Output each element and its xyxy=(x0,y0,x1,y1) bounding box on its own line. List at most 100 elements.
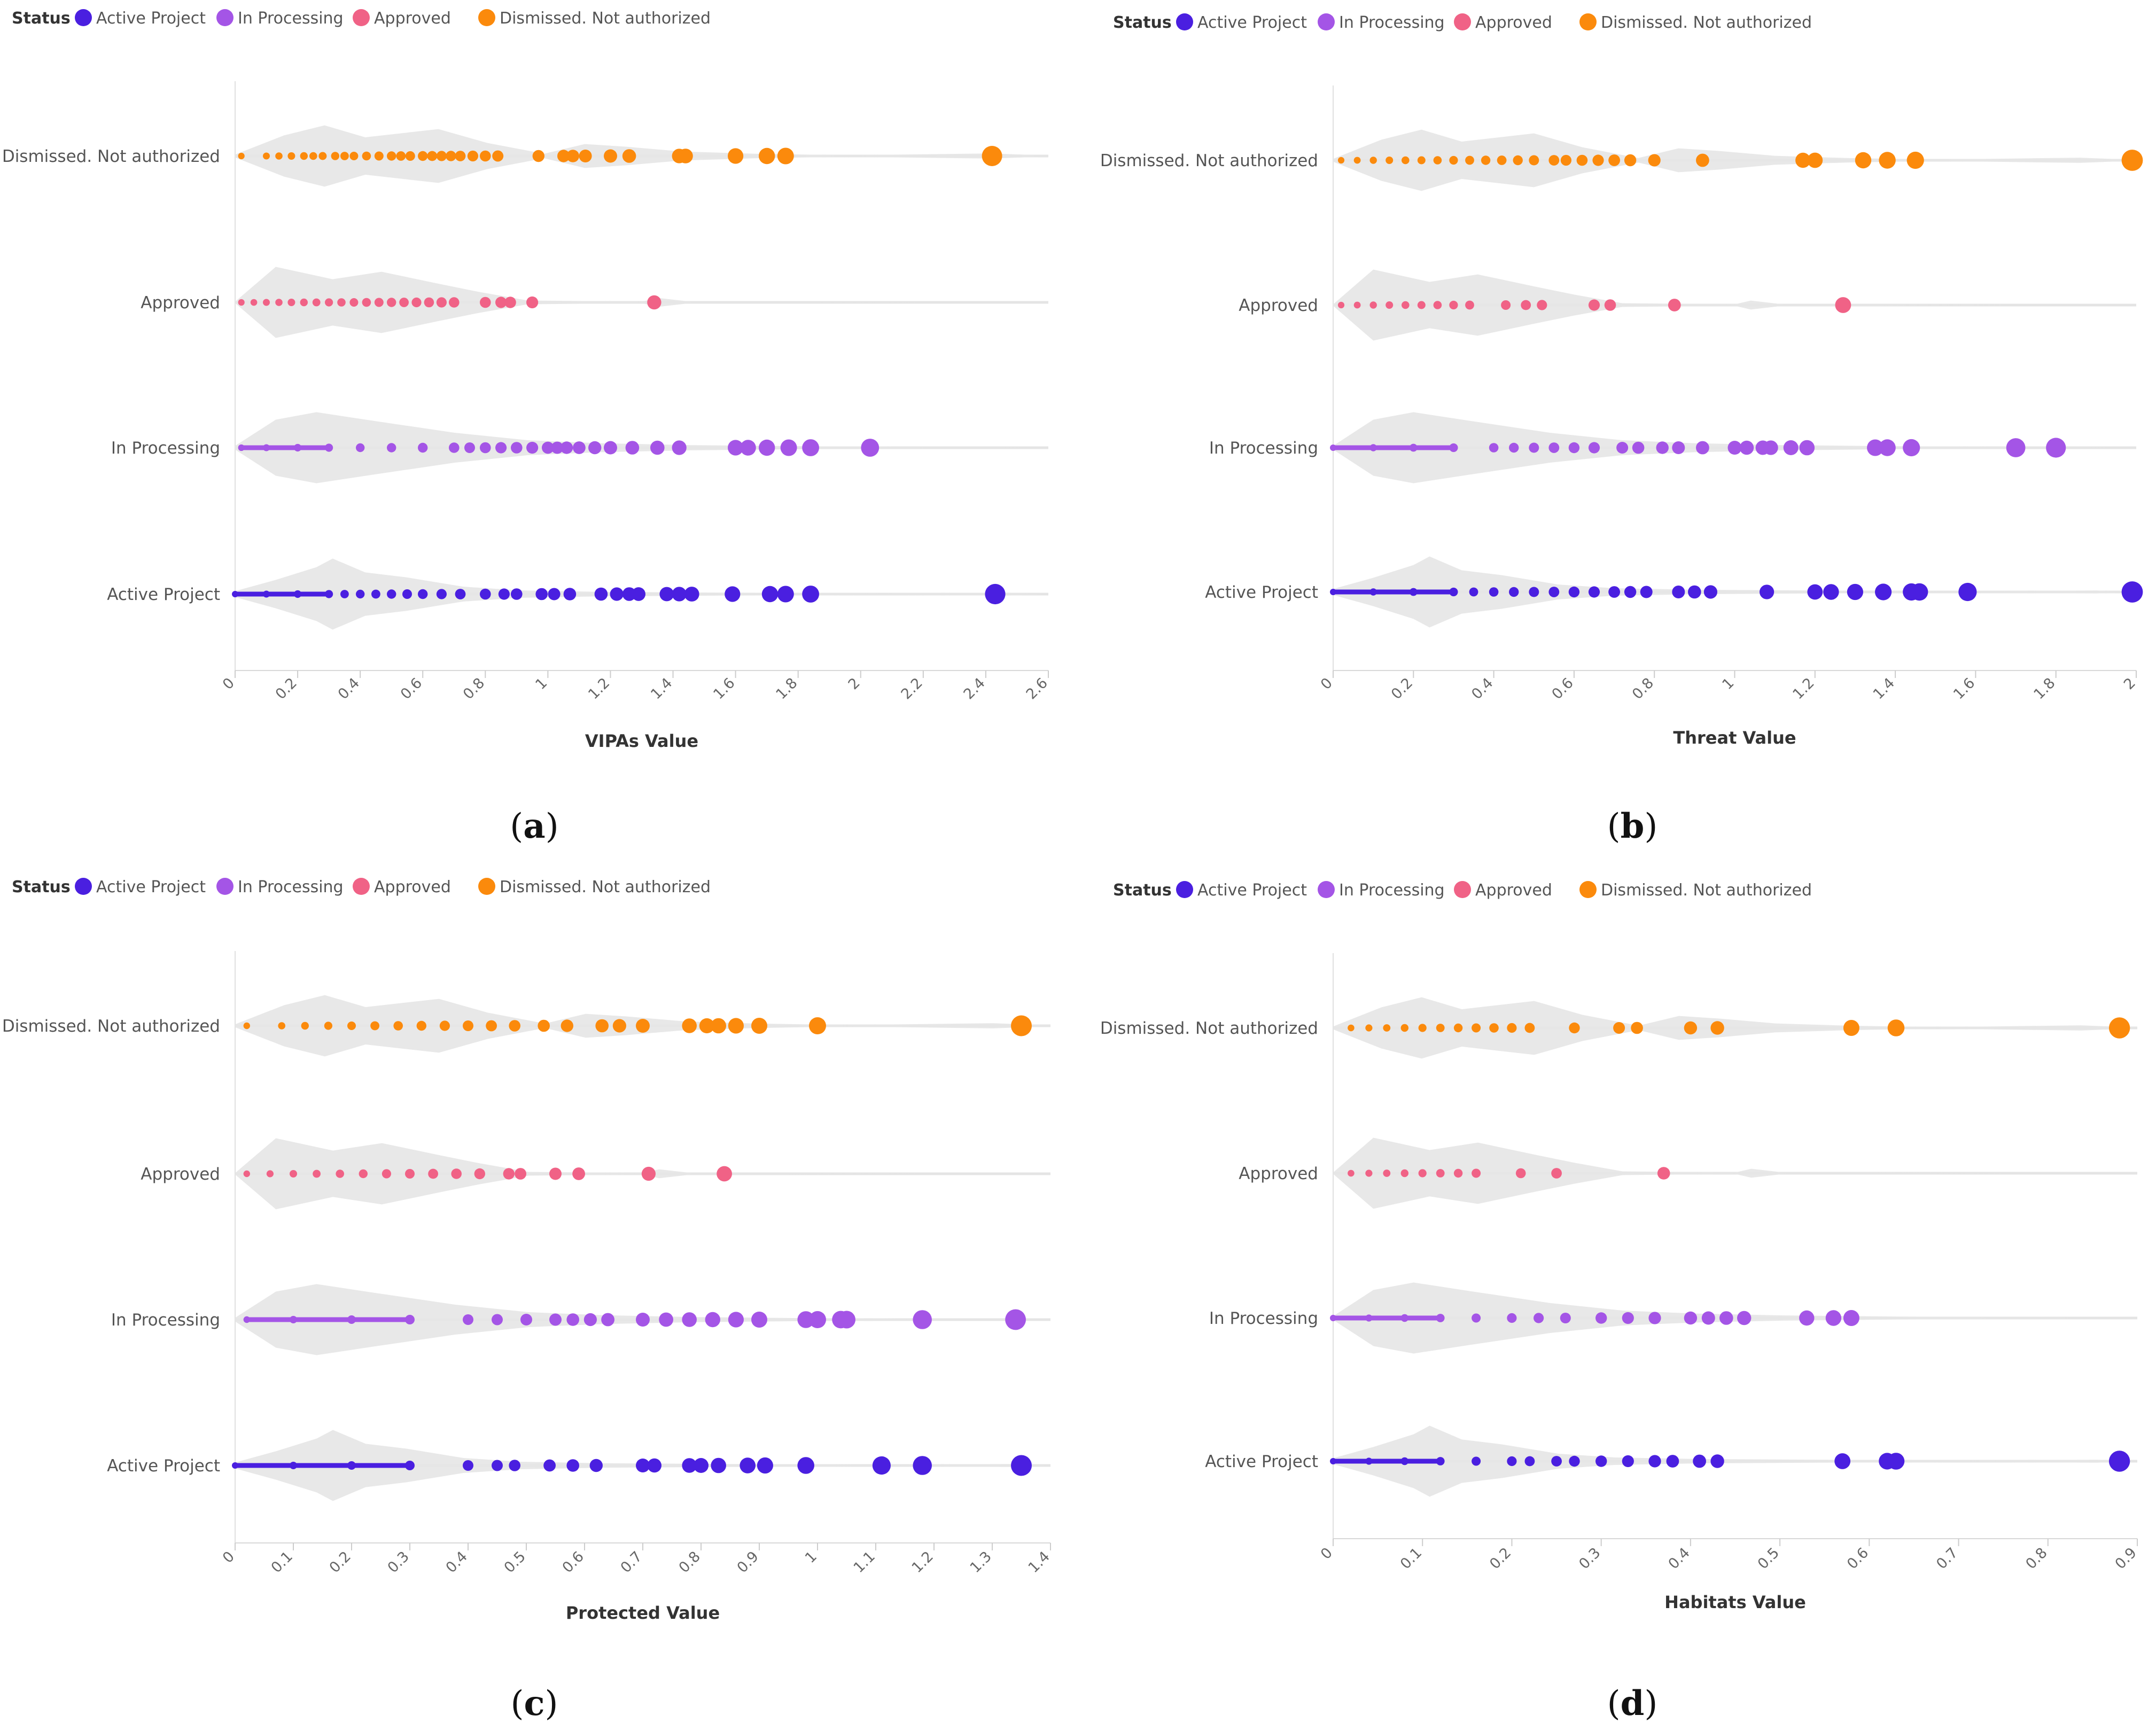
data-point[interactable] xyxy=(594,587,608,601)
data-point[interactable] xyxy=(1672,441,1685,454)
data-point[interactable] xyxy=(480,442,491,454)
data-point[interactable] xyxy=(1509,587,1519,597)
data-point[interactable] xyxy=(636,1313,650,1327)
data-point[interactable] xyxy=(579,150,592,162)
data-point[interactable] xyxy=(759,439,775,456)
data-point[interactable] xyxy=(1684,1021,1698,1035)
data-point[interactable] xyxy=(1348,1169,1355,1177)
data-point[interactable] xyxy=(1353,301,1361,309)
data-point[interactable] xyxy=(740,440,756,456)
data-point[interactable] xyxy=(985,583,1006,605)
data-point[interactable] xyxy=(263,444,270,451)
data-point[interactable] xyxy=(387,443,396,453)
data-point[interactable] xyxy=(1834,1453,1851,1469)
data-point[interactable] xyxy=(1330,589,1336,595)
data-point[interactable] xyxy=(566,1459,579,1472)
data-point[interactable] xyxy=(725,586,741,602)
data-point[interactable] xyxy=(1507,1313,1517,1323)
data-point[interactable] xyxy=(1622,1312,1634,1324)
data-point[interactable] xyxy=(1568,586,1580,598)
data-point[interactable] xyxy=(1417,301,1426,309)
data-point[interactable] xyxy=(1588,586,1600,598)
data-point[interactable] xyxy=(1449,587,1458,597)
data-point[interactable] xyxy=(1569,1022,1580,1034)
data-point[interactable] xyxy=(486,1020,497,1032)
data-point[interactable] xyxy=(604,441,617,455)
legend-label-3[interactable]: Dismissed. Not authorized xyxy=(500,9,711,28)
data-point[interactable] xyxy=(1616,442,1629,454)
data-point[interactable] xyxy=(583,1313,597,1327)
data-point[interactable] xyxy=(797,1457,814,1474)
data-point[interactable] xyxy=(563,588,577,601)
data-point[interactable] xyxy=(1906,151,1924,169)
data-point[interactable] xyxy=(1537,300,1547,310)
data-point[interactable] xyxy=(371,589,380,599)
data-point[interactable] xyxy=(1624,154,1637,167)
data-point[interactable] xyxy=(1843,1310,1859,1326)
data-point[interactable] xyxy=(1608,154,1621,166)
data-point[interactable] xyxy=(312,298,321,307)
data-point[interactable] xyxy=(740,1457,756,1473)
data-point[interactable] xyxy=(232,1462,238,1469)
data-point[interactable] xyxy=(300,152,308,160)
data-point[interactable] xyxy=(1513,155,1523,166)
data-point[interactable] xyxy=(387,589,396,599)
data-point[interactable] xyxy=(1668,299,1681,311)
data-point[interactable] xyxy=(913,1456,932,1475)
data-point[interactable] xyxy=(1400,1024,1408,1032)
data-point[interactable] xyxy=(1472,1313,1481,1323)
data-point[interactable] xyxy=(566,1313,579,1326)
data-point[interactable] xyxy=(1436,1024,1445,1032)
data-point[interactable] xyxy=(1576,154,1588,166)
data-point[interactable] xyxy=(238,444,245,451)
data-point[interactable] xyxy=(455,589,466,599)
data-point[interactable] xyxy=(1524,1456,1535,1467)
data-point[interactable] xyxy=(325,590,333,598)
data-point[interactable] xyxy=(913,1310,932,1329)
data-point[interactable] xyxy=(625,441,640,455)
data-point[interactable] xyxy=(1835,297,1851,313)
data-point[interactable] xyxy=(294,590,302,598)
data-point[interactable] xyxy=(682,1018,697,1033)
data-point[interactable] xyxy=(263,590,270,598)
data-point[interactable] xyxy=(1330,445,1336,451)
data-point[interactable] xyxy=(393,1021,403,1031)
legend-label-0[interactable]: Active Project xyxy=(1197,881,1307,900)
data-point[interactable] xyxy=(263,152,270,160)
data-point[interactable] xyxy=(278,1022,285,1030)
data-point[interactable] xyxy=(1534,1313,1544,1323)
data-point[interactable] xyxy=(1369,301,1377,309)
data-point[interactable] xyxy=(331,152,339,160)
data-point[interactable] xyxy=(2121,150,2143,171)
data-point[interactable] xyxy=(1807,152,1823,168)
data-point[interactable] xyxy=(1825,1310,1842,1326)
data-point[interactable] xyxy=(275,299,283,306)
legend-label-2[interactable]: Approved xyxy=(374,878,451,896)
data-point[interactable] xyxy=(1783,440,1799,455)
data-point[interactable] xyxy=(1489,1023,1499,1033)
data-point[interactable] xyxy=(418,589,428,599)
legend-label-1[interactable]: In Processing xyxy=(1339,13,1445,32)
data-point[interactable] xyxy=(1449,155,1458,165)
data-point[interactable] xyxy=(809,1311,826,1328)
data-point[interactable] xyxy=(612,1019,626,1033)
data-point[interactable] xyxy=(1433,301,1442,309)
data-point[interactable] xyxy=(543,1459,556,1472)
data-point[interactable] xyxy=(243,1022,250,1030)
data-point[interactable] xyxy=(526,296,539,309)
data-point[interactable] xyxy=(1365,1457,1373,1465)
data-point[interactable] xyxy=(474,1168,485,1180)
data-point[interactable] xyxy=(1613,1022,1625,1034)
data-point[interactable] xyxy=(266,1170,274,1178)
data-point[interactable] xyxy=(1595,1455,1607,1467)
data-point[interactable] xyxy=(1688,585,1701,599)
data-point[interactable] xyxy=(1472,1168,1481,1178)
data-point[interactable] xyxy=(290,1462,297,1469)
data-point[interactable] xyxy=(428,1168,438,1179)
data-point[interactable] xyxy=(1481,155,1491,165)
data-point[interactable] xyxy=(560,441,573,454)
data-point[interactable] xyxy=(436,589,447,599)
data-point[interactable] xyxy=(1648,1455,1661,1468)
data-point[interactable] xyxy=(1648,1312,1661,1324)
data-point[interactable] xyxy=(1436,1457,1445,1465)
